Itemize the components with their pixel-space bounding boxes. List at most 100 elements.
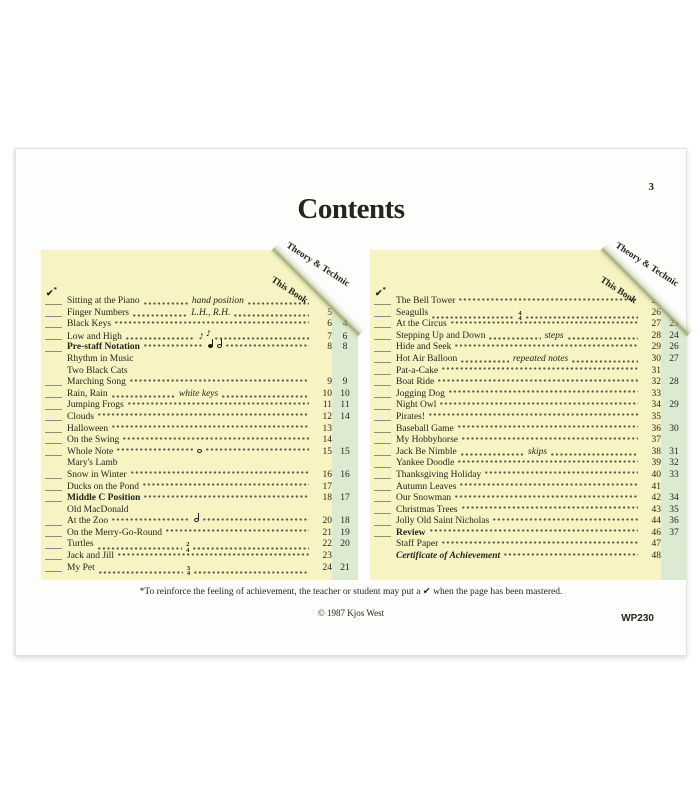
mastered-blank-line (45, 472, 62, 479)
book-page-number: 24 (322, 562, 332, 573)
book-page-number: 42 (651, 493, 661, 504)
mastered-blank-line (45, 391, 62, 398)
piece-title: Snow in Winter (67, 469, 127, 480)
book-page-number: 21 (322, 527, 332, 538)
piece-title: Christmas Trees (396, 504, 458, 515)
mastered-blank-line (374, 484, 391, 491)
theory-page-number: 15 (340, 446, 350, 457)
mastered-blank-line (374, 507, 391, 514)
toc-row: Low and High ♪ ♪ 7 6 (41, 331, 358, 343)
book-page-number: 14 (322, 435, 332, 446)
eighth-note-high-icon: ♪ (205, 328, 211, 338)
piece-title: My Pet (67, 562, 95, 573)
book-page-number: 44 (651, 516, 661, 527)
piece-title: Autumn Leaves (396, 481, 457, 492)
piece-title: Pirates! (396, 411, 426, 422)
toc-row: Clouds 12 14 (41, 412, 358, 424)
leader-annotation: white keys (178, 388, 219, 399)
piece-title: Marching Song (67, 377, 126, 388)
mastered-blank-line (45, 333, 62, 340)
leader-dots (97, 566, 185, 576)
theory-page-number: 27 (669, 353, 679, 364)
leader-annotation: repeated notes (512, 353, 569, 364)
leader-dots (110, 519, 192, 523)
mastered-blank-line (374, 553, 391, 560)
toc-row: Jumping Frogs 11 11 (41, 400, 358, 412)
dot-leader: white keys (110, 389, 311, 401)
theory-page-number: 16 (340, 469, 350, 480)
toc-row: Yankee Doodle 39 32 (370, 458, 687, 470)
book-page-number: 6 (327, 319, 332, 330)
book-page-number: 9 (327, 377, 332, 388)
copyright-line: © 1987 Kjos West (317, 608, 385, 618)
mastered-blank-line (374, 530, 391, 537)
book-page-number: 8 (327, 342, 332, 353)
theory-page-number: 18 (340, 516, 350, 527)
contents-panel-left: ✔* Sitting at the Piano hand position 4 … (41, 241, 367, 580)
music-notation-icon: ♪ ♪ (197, 331, 213, 343)
theory-page-number: 30 (669, 423, 679, 434)
piece-title: Clouds (67, 411, 94, 422)
piece-title: Jack Be Nimble (396, 446, 457, 457)
mastered-blank-line (374, 379, 391, 386)
theory-page-number: 11 (340, 400, 350, 411)
mastered-blank-line (374, 449, 391, 456)
leader-dots (142, 296, 190, 308)
theory-page-number: 14 (340, 411, 350, 422)
mastered-blank-line (45, 403, 62, 410)
dot-leader: repeated notes (459, 354, 640, 366)
mastered-blank-line (45, 530, 62, 537)
piece-title: Certificate of Achievement (396, 551, 501, 562)
book-page-number: 20 (322, 516, 332, 527)
book-page-number: 25 (651, 296, 661, 306)
mastered-blank-line (374, 391, 391, 398)
book-page-number: 13 (322, 423, 332, 434)
mastered-blank-line (374, 310, 391, 317)
leader-annotation: L.H., R.H. (191, 307, 231, 318)
theory-page-number: 4 (342, 319, 348, 330)
book-page-number: 18 (322, 493, 332, 504)
toc-row: Ducks on the Pond 17 (41, 482, 358, 494)
book-page: 3 Contents ✔* Sitting at the Piano hand … (15, 148, 696, 656)
toc-row: On the Merry-Go-Round 21 19 (41, 528, 358, 540)
piece-title: Middle C Position (67, 493, 141, 504)
mastered-blank-line (45, 461, 62, 468)
piece-title: The Bell Tower (396, 296, 456, 306)
toc-row: Pirates! 35 (370, 412, 687, 424)
toc-row: Hot Air Balloon repeated notes 30 27 (370, 354, 687, 366)
panel-background: ✔* Sitting at the Piano hand position 4 … (41, 250, 358, 580)
theory-page-number: 9 (342, 377, 348, 388)
music-notation-icon (192, 519, 201, 523)
piece-title: Yankee Doodle (396, 458, 455, 469)
leader-dots (459, 354, 511, 366)
theory-page-number: 34 (669, 493, 679, 504)
piece-title: Ducks on the Pond (67, 481, 140, 492)
mastered-blank-line (45, 356, 62, 363)
mastered-blank-line (374, 437, 391, 444)
leader-annotation: steps (544, 330, 564, 341)
piece-title: Old MacDonald (67, 504, 129, 515)
toc-row: Finger Numbers L.H., R.H. 5 2 (41, 308, 358, 320)
piece-title: My Hobbyhorse (396, 435, 459, 446)
theory-page-number: 24 (669, 330, 679, 341)
toc-row: Baseball Game 36 30 (370, 424, 687, 436)
mastered-blank-line (45, 368, 62, 375)
toc-row: Jack Be Nimble skips 38 31 (370, 447, 687, 459)
piece-title: Sitting at the Piano (67, 296, 140, 306)
mastered-footnote: *To reinforce the feeling of achievement… (139, 587, 563, 597)
toc-row: Black Keys 6 4 (41, 319, 358, 331)
theory-page-number: 19 (340, 527, 350, 538)
book-page-number: 48 (651, 551, 661, 562)
mastered-blank-line (45, 379, 62, 386)
piece-title: Rain, Rain (67, 388, 108, 399)
theory-page-number: 20 (340, 539, 350, 550)
mastered-blank-line (374, 356, 391, 363)
toc-row: Pat-a-Cake 31 (370, 366, 687, 378)
leader-dots (224, 345, 311, 349)
toc-row: Hide and Seek 29 26 (370, 342, 687, 354)
book-page-number: 10 (322, 388, 332, 399)
